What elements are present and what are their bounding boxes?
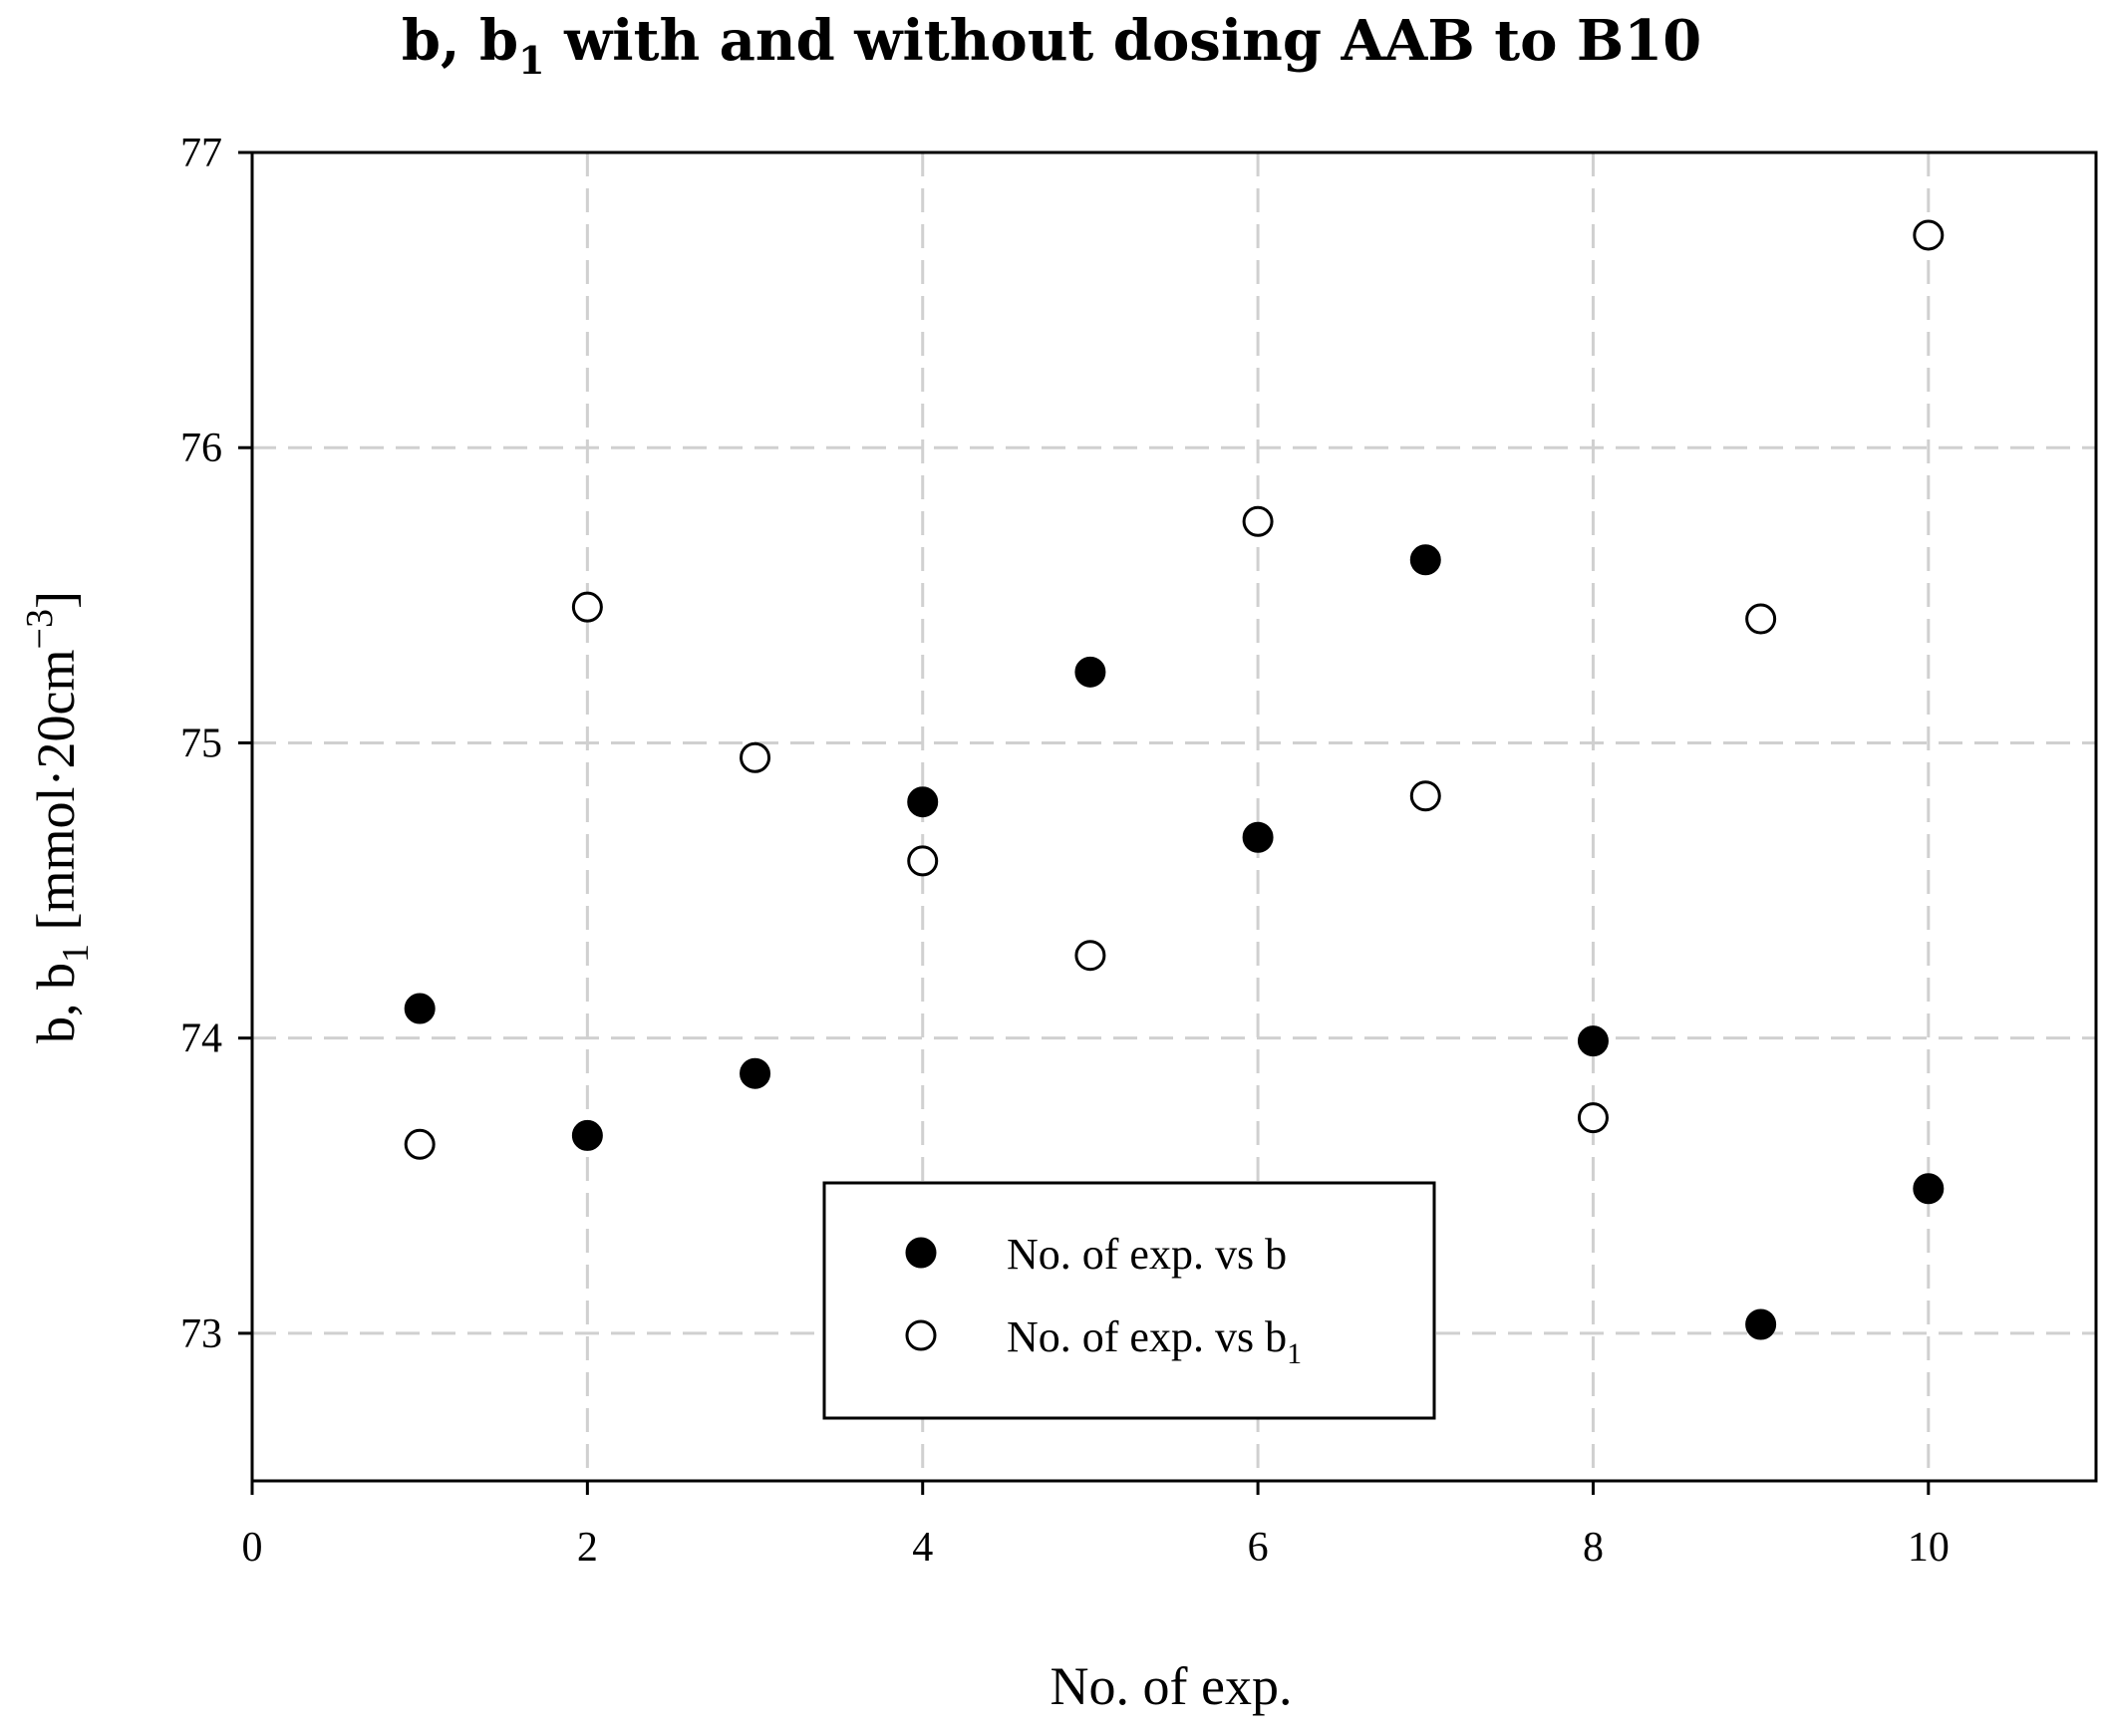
y-axis-label-superscript: −3	[19, 609, 61, 649]
legend-label-b1-subscript: 1	[1287, 1337, 1302, 1370]
legend-marker-b1	[905, 1319, 937, 1351]
x-tick-label: 10	[1908, 1525, 1950, 1571]
data-point-b1	[1745, 603, 1777, 635]
x-tick-label: 4	[912, 1525, 933, 1571]
y-axis-label-main: b, b	[26, 963, 86, 1043]
y-tick-label: 77	[180, 131, 222, 176]
data-point-b1	[1074, 940, 1106, 972]
data-point-b	[571, 1119, 603, 1151]
data-point-b	[1242, 821, 1274, 853]
chart-title-subscript: 1	[518, 38, 544, 83]
legend-label-b1-main: No. of exp. vs b	[1007, 1312, 1287, 1361]
data-point-b1	[1577, 1102, 1609, 1134]
x-tick-label: 6	[1248, 1525, 1269, 1571]
chart-title-rest: with and without dosing AAB to B10	[545, 8, 1702, 74]
chart-title: b, b1 with and without dosing AAB to B10	[402, 8, 1701, 83]
data-point-b	[404, 993, 436, 1024]
plot-area-frame	[250, 150, 2098, 1483]
data-point-b1	[1913, 219, 1945, 251]
data-point-b	[1745, 1308, 1777, 1340]
legend-label-b: No. of exp. vs b	[1007, 1230, 1287, 1279]
axis-ticks	[238, 150, 1931, 1495]
data-markers	[404, 219, 1945, 1340]
data-point-b	[1913, 1173, 1945, 1205]
legend: No. of exp. vs b No. of exp. vs b1	[822, 1181, 1436, 1420]
y-tick-labels: 73 74 75 76 77	[180, 131, 222, 1357]
y-tick-label: 73	[180, 1311, 222, 1357]
data-point-b	[740, 1057, 771, 1089]
data-point-b	[907, 786, 939, 818]
data-point-b1	[1409, 780, 1441, 812]
x-tick-label: 2	[577, 1525, 598, 1571]
x-tick-label: 8	[1583, 1525, 1604, 1571]
legend-box	[822, 1181, 1436, 1420]
x-tick-labels: 0 2 4 6 8 10	[242, 1525, 1950, 1571]
y-tick-label: 74	[180, 1016, 222, 1062]
chart-title-main: b, b	[402, 8, 518, 74]
data-point-b	[1409, 544, 1441, 576]
data-point-b	[1074, 656, 1106, 688]
y-axis-label-close: ]	[26, 591, 86, 609]
y-axis-label-unit: [mmol·20cm	[26, 649, 86, 943]
y-axis-label-subscript: 1	[55, 944, 97, 963]
legend-marker-b	[905, 1237, 937, 1269]
x-axis-label: No. of exp.	[1051, 1656, 1293, 1716]
y-tick-label: 75	[180, 721, 222, 766]
data-point-b1	[1242, 505, 1274, 537]
y-axis-label: b, b1 [mmol·20cm−3]	[19, 591, 97, 1043]
data-point-b	[1577, 1025, 1609, 1057]
data-point-b1	[740, 741, 771, 773]
y-tick-label: 76	[180, 426, 222, 471]
data-point-b1	[404, 1128, 436, 1160]
legend-label-b1: No. of exp. vs b1	[1007, 1312, 1302, 1370]
data-point-b1	[907, 845, 939, 877]
data-point-b1	[571, 591, 603, 623]
x-tick-label: 0	[242, 1525, 263, 1571]
